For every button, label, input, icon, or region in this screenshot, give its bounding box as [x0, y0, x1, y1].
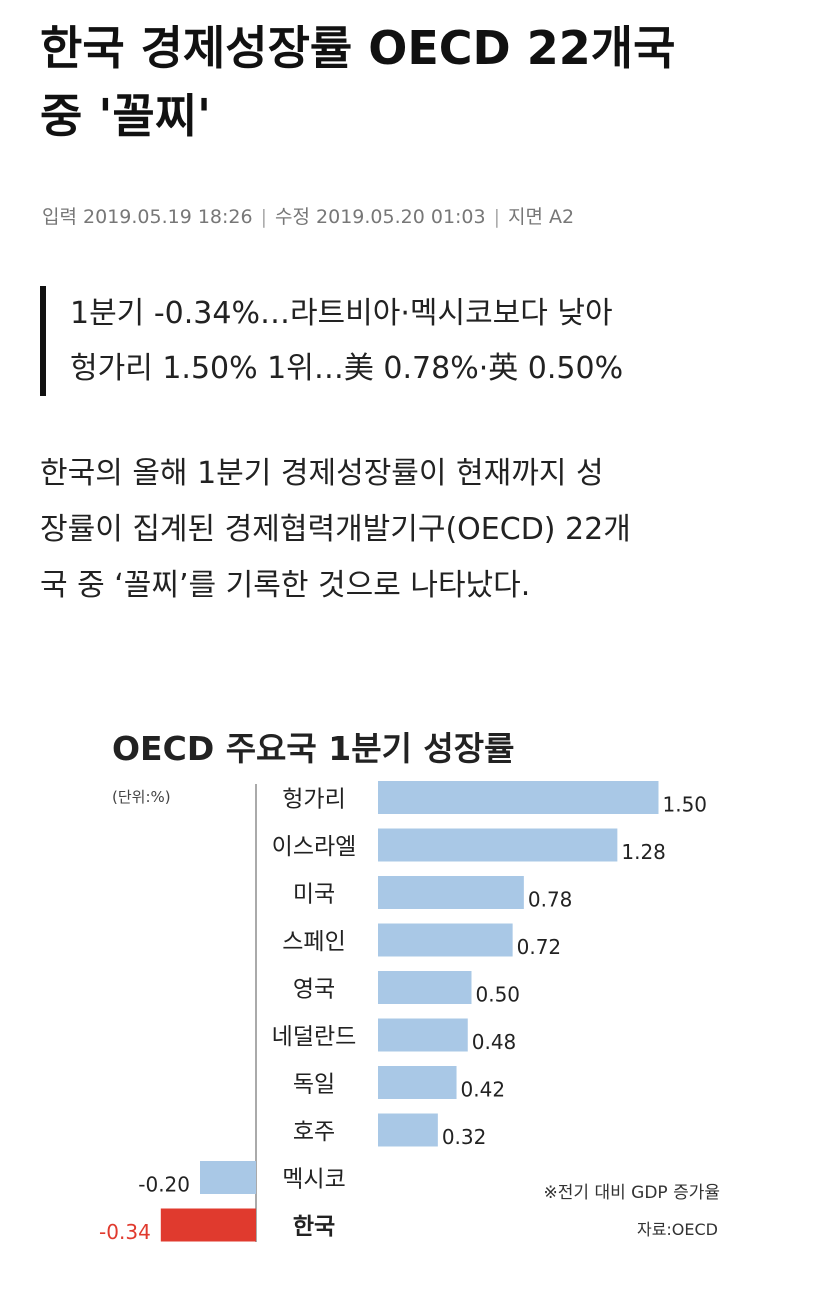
body-line-3: 국 중 ‘꼴찌’를 기록한 것으로 나타났다. [40, 568, 531, 603]
bar [378, 828, 618, 862]
category-label: 한국 [293, 1214, 335, 1240]
subhead-2: 헝가리 1.50% 1위…美 0.78%·英 0.50% [70, 351, 624, 386]
page-number: A2 [549, 206, 575, 228]
chart-title: OECD 주요국 1분기 성장률 [112, 729, 515, 768]
modified-time: 2019.05.20 01:03 [316, 206, 486, 228]
value-label: 0.78 [528, 888, 573, 912]
category-label: 이스라엘 [272, 834, 357, 860]
article-headline: 한국 경제성장률 OECD 22개국 중 '꼴찌' [40, 14, 800, 150]
bar [378, 923, 513, 957]
headline-line-1: 한국 경제성장률 OECD 22개국 [40, 21, 676, 75]
body-line-1: 한국의 올해 1분기 경제성장률이 현재까지 성 [40, 456, 604, 491]
value-label: -0.20 [138, 1173, 190, 1197]
bar [378, 781, 659, 814]
chart-note: ※전기 대비 GDP 증가율 [544, 1183, 720, 1203]
value-label: 0.72 [517, 935, 562, 959]
value-label: 0.48 [472, 1030, 517, 1054]
category-label: 영국 [293, 977, 335, 1003]
article-subheads: 1분기 -0.34%…라트비아·멕시코보다 낮아 헝가리 1.50% 1위…美 … [40, 286, 830, 396]
page-label: 지면 [508, 206, 543, 228]
meta-separator: | [260, 206, 268, 228]
value-label: 0.32 [442, 1125, 487, 1149]
category-label: 멕시코 [282, 1167, 345, 1193]
bar [378, 1018, 468, 1052]
chart-unit-label: (단위:%) [112, 788, 171, 806]
bars-layer: 헝가리 1.50 이스라엘 1.28 미국 0.78 스페인 0.72 영국 0.50 네덜란드 0.… [99, 781, 707, 1244]
input-label: 입력 [42, 206, 77, 228]
subhead-1: 1분기 -0.34%…라트비아·멕시코보다 낮아 [70, 296, 613, 331]
headline-line-2: 중 '꼴찌' [40, 89, 212, 143]
article-meta: 입력 2019.05.19 18:26 | 수정 2019.05.20 01:03 |… [42, 202, 574, 229]
category-label: 호주 [293, 1119, 335, 1145]
value-label: 1.50 [663, 793, 708, 817]
value-label: 0.42 [461, 1078, 506, 1102]
category-label: 스페인 [282, 929, 345, 955]
value-label: -0.34 [99, 1220, 151, 1244]
value-label: 0.50 [476, 983, 521, 1007]
growth-bar-chart: OECD 주요국 1분기 성장률 (단위:%) 헝가리 1.50 이스라엘 1.28 미… [99, 729, 720, 1244]
modified-label: 수정 [275, 206, 310, 228]
value-label: 1.28 [621, 840, 666, 864]
category-label: 헝가리 [282, 787, 345, 813]
bar [160, 1208, 256, 1242]
input-time: 2019.05.19 18:26 [83, 206, 253, 228]
body-line-2: 장률이 집계된 경제협력개발기구(OECD) 22개 [40, 512, 631, 547]
category-label: 독일 [293, 1072, 335, 1098]
category-label: 네덜란드 [272, 1024, 357, 1050]
bar [378, 1113, 438, 1147]
meta-separator: | [493, 206, 501, 228]
category-label: 미국 [293, 882, 335, 908]
bar [378, 971, 472, 1004]
article-body: 한국의 올해 1분기 경제성장률이 현재까지 성 장률이 집계된 경제협력개발기… [40, 446, 800, 614]
bar [200, 1161, 256, 1194]
bar [378, 1066, 457, 1099]
bar [378, 876, 524, 909]
chart-source: 자료:OECD [637, 1220, 718, 1239]
